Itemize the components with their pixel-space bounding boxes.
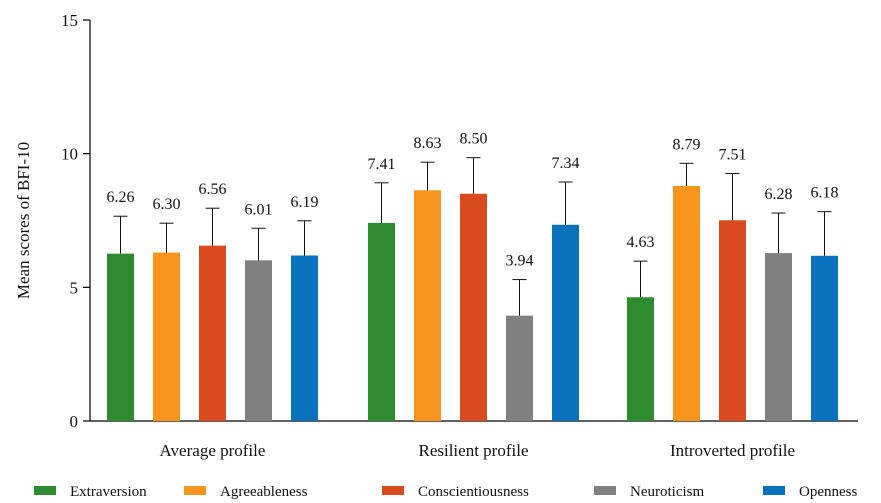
data-label: 7.41	[368, 156, 396, 173]
data-label: 8.63	[414, 135, 442, 152]
data-label: 6.19	[291, 194, 319, 211]
data-label: 8.50	[460, 131, 488, 148]
y-tick-label: 0	[70, 412, 79, 431]
y-tick-label: 15	[61, 11, 78, 30]
bar-extraversion	[627, 297, 654, 421]
legend-swatch-conscientiousness	[382, 486, 404, 495]
chart-axes: 0 5 10 15 Mean scores of BFI-10 Average profi…	[14, 11, 858, 460]
bar-openness	[291, 255, 318, 421]
y-tick-label: 10	[61, 145, 78, 164]
data-label: 6.28	[765, 186, 793, 203]
bar-conscientiousness	[199, 245, 226, 421]
data-label: 6.01	[245, 201, 273, 218]
data-label: 6.56	[199, 181, 227, 198]
y-tick-label: 5	[70, 278, 79, 297]
x-category-label: Resilient profile	[418, 441, 528, 460]
bar-neuroticism	[765, 253, 792, 421]
bar-neuroticism	[506, 315, 533, 421]
bar-agreeableness	[153, 252, 180, 421]
data-label: 7.51	[719, 146, 747, 163]
legend-label-neuroticism: Neuroticism	[630, 484, 704, 500]
bar-openness	[811, 255, 838, 421]
y-axis-title: Mean scores of BFI-10	[14, 142, 33, 299]
legend-swatch-extraversion	[34, 486, 56, 495]
data-label: 6.30	[153, 196, 181, 213]
legend-label-agreeableness: Agreeableness	[220, 484, 308, 500]
x-category-label: Average profile	[160, 441, 266, 460]
data-label: 7.34	[552, 155, 580, 172]
data-label: 6.26	[107, 189, 135, 206]
data-label: 3.94	[506, 253, 534, 270]
bar-extraversion	[368, 222, 395, 421]
legend-swatch-agreeableness	[184, 486, 206, 495]
bar-extraversion	[107, 253, 134, 421]
legend-label-extraversion: Extraversion	[70, 484, 147, 500]
chart-legend: Extraversion Agreeableness Conscientiousne…	[34, 484, 857, 500]
legend-label-openness: Openness	[799, 484, 857, 500]
legend-label-conscientiousness: Conscientiousness	[418, 484, 529, 500]
bar-neuroticism	[245, 260, 272, 421]
data-label: 8.79	[673, 136, 701, 153]
chart-bars: 6.26 6.30 6.56 6.01 6.19 7.41 8.63 8.50 3.94 7.34…	[107, 131, 839, 421]
bar-agreeableness	[414, 190, 441, 421]
legend-swatch-openness	[763, 486, 785, 495]
bar-agreeableness	[673, 186, 700, 421]
legend-swatch-neuroticism	[594, 486, 616, 495]
bar-openness	[552, 224, 579, 421]
data-label: 4.63	[627, 234, 655, 251]
bar-conscientiousness	[719, 220, 746, 421]
bar-conscientiousness	[460, 193, 487, 421]
data-label: 6.18	[811, 185, 839, 202]
x-category-label: Introverted profile	[670, 441, 795, 460]
